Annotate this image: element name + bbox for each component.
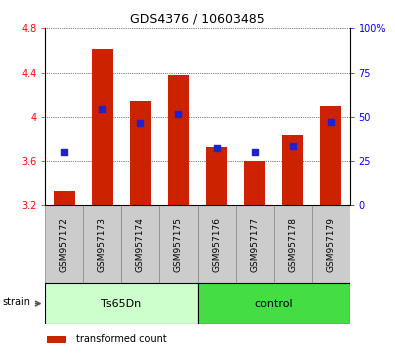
Bar [235, 205, 274, 283]
Point [290, 143, 296, 148]
Bar [206, 147, 227, 205]
Point [251, 149, 258, 155]
Bar [160, 205, 198, 283]
Bar [320, 106, 341, 205]
Point [175, 111, 182, 116]
Text: GSM957173: GSM957173 [98, 217, 107, 272]
Point [213, 145, 220, 150]
Point [99, 106, 105, 112]
Bar [47, 336, 66, 343]
Point [61, 149, 68, 155]
Bar [83, 205, 122, 283]
Bar [130, 101, 151, 205]
Bar [92, 49, 113, 205]
Text: GSM957176: GSM957176 [212, 217, 221, 272]
Text: GSM957179: GSM957179 [326, 217, 335, 272]
Bar [122, 205, 160, 283]
Bar [312, 205, 350, 283]
Bar [282, 135, 303, 205]
Text: transformed count: transformed count [76, 333, 167, 344]
Bar [198, 283, 350, 324]
Point [137, 121, 144, 126]
Bar [45, 283, 198, 324]
Bar [198, 205, 235, 283]
Bar [244, 161, 265, 205]
Bar [273, 205, 312, 283]
Text: GSM957174: GSM957174 [136, 217, 145, 272]
Bar [168, 75, 189, 205]
Bar [54, 191, 75, 205]
Text: strain: strain [2, 297, 30, 307]
Text: control: control [254, 298, 293, 309]
Text: Ts65Dn: Ts65Dn [102, 298, 141, 309]
Text: GSM957178: GSM957178 [288, 217, 297, 272]
Title: GDS4376 / 10603485: GDS4376 / 10603485 [130, 13, 265, 26]
Point [327, 120, 334, 125]
Text: GSM957177: GSM957177 [250, 217, 259, 272]
Text: GSM957175: GSM957175 [174, 217, 183, 272]
Bar [45, 205, 83, 283]
Text: GSM957172: GSM957172 [60, 217, 69, 272]
